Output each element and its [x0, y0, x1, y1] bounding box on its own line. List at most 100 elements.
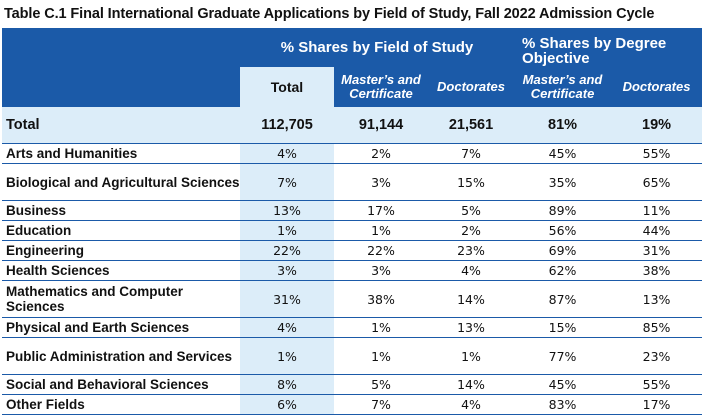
total-row-label: Total [2, 107, 240, 144]
cell-share-doctorates: 55% [611, 374, 703, 395]
header-degree-doctorates: Doctorates [611, 67, 703, 107]
cell-doctorates: 4% [428, 394, 515, 415]
header-group-degree-objective: % Shares by Degree Objective [514, 28, 703, 67]
header-degree-masters-certificate: Master’s and Certificate [514, 67, 612, 107]
cell-doctorates: 1% [428, 337, 515, 375]
total-row-total: 112,705 [240, 107, 334, 144]
table-row: Health Sciences 3% 3% 4% 62% 38% [2, 260, 703, 281]
cell-doctorates: 23% [428, 240, 515, 261]
total-row: Total 112,705 91,144 21,561 81% 19% [2, 107, 703, 144]
cell-doctorates: 15% [428, 163, 515, 201]
cell-masters: 38% [334, 280, 428, 318]
row-label: Other Fields [2, 394, 240, 415]
table-row: Mathematics and Computer Sciences 31% 38% 1… [2, 280, 703, 318]
table-row: Other Fields 6% 7% 4% 83% 17% [2, 394, 703, 415]
cell-share-doctorates: 85% [611, 317, 703, 338]
cell-total: 8% [240, 374, 334, 395]
cell-doctorates: 7% [428, 143, 515, 164]
table-body: Arts and Humanities 4% 2% 7% 45% 55% Biologica… [2, 143, 703, 415]
cell-total: 1% [240, 337, 334, 375]
cell-share-doctorates: 13% [611, 280, 703, 318]
row-label: Physical and Earth Sciences [2, 317, 240, 338]
total-row-share-masters: 81% [514, 107, 612, 144]
cell-total: 1% [240, 220, 334, 241]
cell-doctorates: 4% [428, 260, 515, 281]
cell-total: 22% [240, 240, 334, 261]
cell-masters: 22% [334, 240, 428, 261]
cell-share-doctorates: 55% [611, 143, 703, 164]
cell-share-doctorates: 11% [611, 200, 703, 221]
table-row: Engineering 22% 22% 23% 69% 31% [2, 240, 703, 261]
cell-doctorates: 2% [428, 220, 515, 241]
cell-share-doctorates: 44% [611, 220, 703, 241]
cell-total: 13% [240, 200, 334, 221]
cell-total: 3% [240, 260, 334, 281]
cell-masters: 3% [334, 163, 428, 201]
cell-share-masters: 87% [514, 280, 612, 318]
cell-doctorates: 13% [428, 317, 515, 338]
header-blank [2, 67, 240, 107]
table-row: Physical and Earth Sciences 4% 1% 13% 15% 85% [2, 317, 703, 338]
cell-share-masters: 45% [514, 143, 612, 164]
cell-masters: 1% [334, 317, 428, 338]
cell-share-doctorates: 23% [611, 337, 703, 375]
cell-share-doctorates: 31% [611, 240, 703, 261]
header-degree-masters-line2: Certificate [530, 86, 595, 101]
row-label: Engineering [2, 240, 240, 261]
cell-share-doctorates: 65% [611, 163, 703, 201]
table-row: Business 13% 17% 5% 89% 11% [2, 200, 703, 221]
header-masters-certificate: Master’s and Certificate [334, 67, 428, 107]
cell-masters: 3% [334, 260, 428, 281]
cell-total: 4% [240, 143, 334, 164]
cell-share-doctorates: 17% [611, 394, 703, 415]
total-row-masters: 91,144 [334, 107, 428, 144]
cell-masters: 7% [334, 394, 428, 415]
row-label: Health Sciences [2, 260, 240, 281]
header-group-row: % Shares by Field of Study % Shares by D… [2, 28, 703, 67]
cell-masters: 17% [334, 200, 428, 221]
header-masters-line2: Certificate [349, 86, 413, 101]
cell-share-masters: 35% [514, 163, 612, 201]
row-label: Mathematics and Computer Sciences [2, 280, 240, 318]
cell-doctorates: 14% [428, 374, 515, 395]
table-row: Social and Behavioral Sciences 8% 5% 14% 45%… [2, 374, 703, 395]
cell-masters: 1% [334, 220, 428, 241]
cell-share-masters: 62% [514, 260, 612, 281]
cell-total: 7% [240, 163, 334, 201]
header-doctorates: Doctorates [428, 67, 515, 107]
cell-share-masters: 15% [514, 317, 612, 338]
applications-table: % Shares by Field of Study % Shares by D… [2, 28, 703, 415]
header-blank [2, 28, 240, 67]
total-row-doctorates: 21,561 [428, 107, 515, 144]
total-row-share-doctorates: 19% [611, 107, 703, 144]
table-row: Education 1% 1% 2% 56% 44% [2, 220, 703, 241]
cell-masters: 2% [334, 143, 428, 164]
row-label: Public Administration and Services [2, 337, 240, 375]
cell-masters: 1% [334, 337, 428, 375]
cell-share-masters: 56% [514, 220, 612, 241]
cell-share-doctorates: 38% [611, 260, 703, 281]
cell-doctorates: 5% [428, 200, 515, 221]
row-label: Education [2, 220, 240, 241]
cell-share-masters: 45% [514, 374, 612, 395]
header-degree-masters-line1: Master’s and [522, 72, 603, 87]
header-masters-line1: Master’s and [341, 72, 421, 87]
cell-share-masters: 77% [514, 337, 612, 375]
table-title: Table C.1 Final International Graduate A… [4, 6, 655, 22]
header-subcolumn-row: Total Master’s and Certificate Doctorate… [2, 67, 703, 107]
header-total: Total [240, 67, 334, 107]
cell-total: 31% [240, 280, 334, 318]
row-label: Business [2, 200, 240, 221]
row-label: Arts and Humanities [2, 143, 240, 164]
cell-doctorates: 14% [428, 280, 515, 318]
row-label: Biological and Agricultural Sciences [2, 163, 240, 201]
table-row: Arts and Humanities 4% 2% 7% 45% 55% [2, 143, 703, 164]
cell-total: 6% [240, 394, 334, 415]
cell-share-masters: 89% [514, 200, 612, 221]
table-row: Biological and Agricultural Sciences 7% 3%… [2, 163, 703, 201]
cell-masters: 5% [334, 374, 428, 395]
row-label: Social and Behavioral Sciences [2, 374, 240, 395]
cell-total: 4% [240, 317, 334, 338]
cell-share-masters: 83% [514, 394, 612, 415]
table-row: Public Administration and Services 1% 1% 1%… [2, 337, 703, 375]
